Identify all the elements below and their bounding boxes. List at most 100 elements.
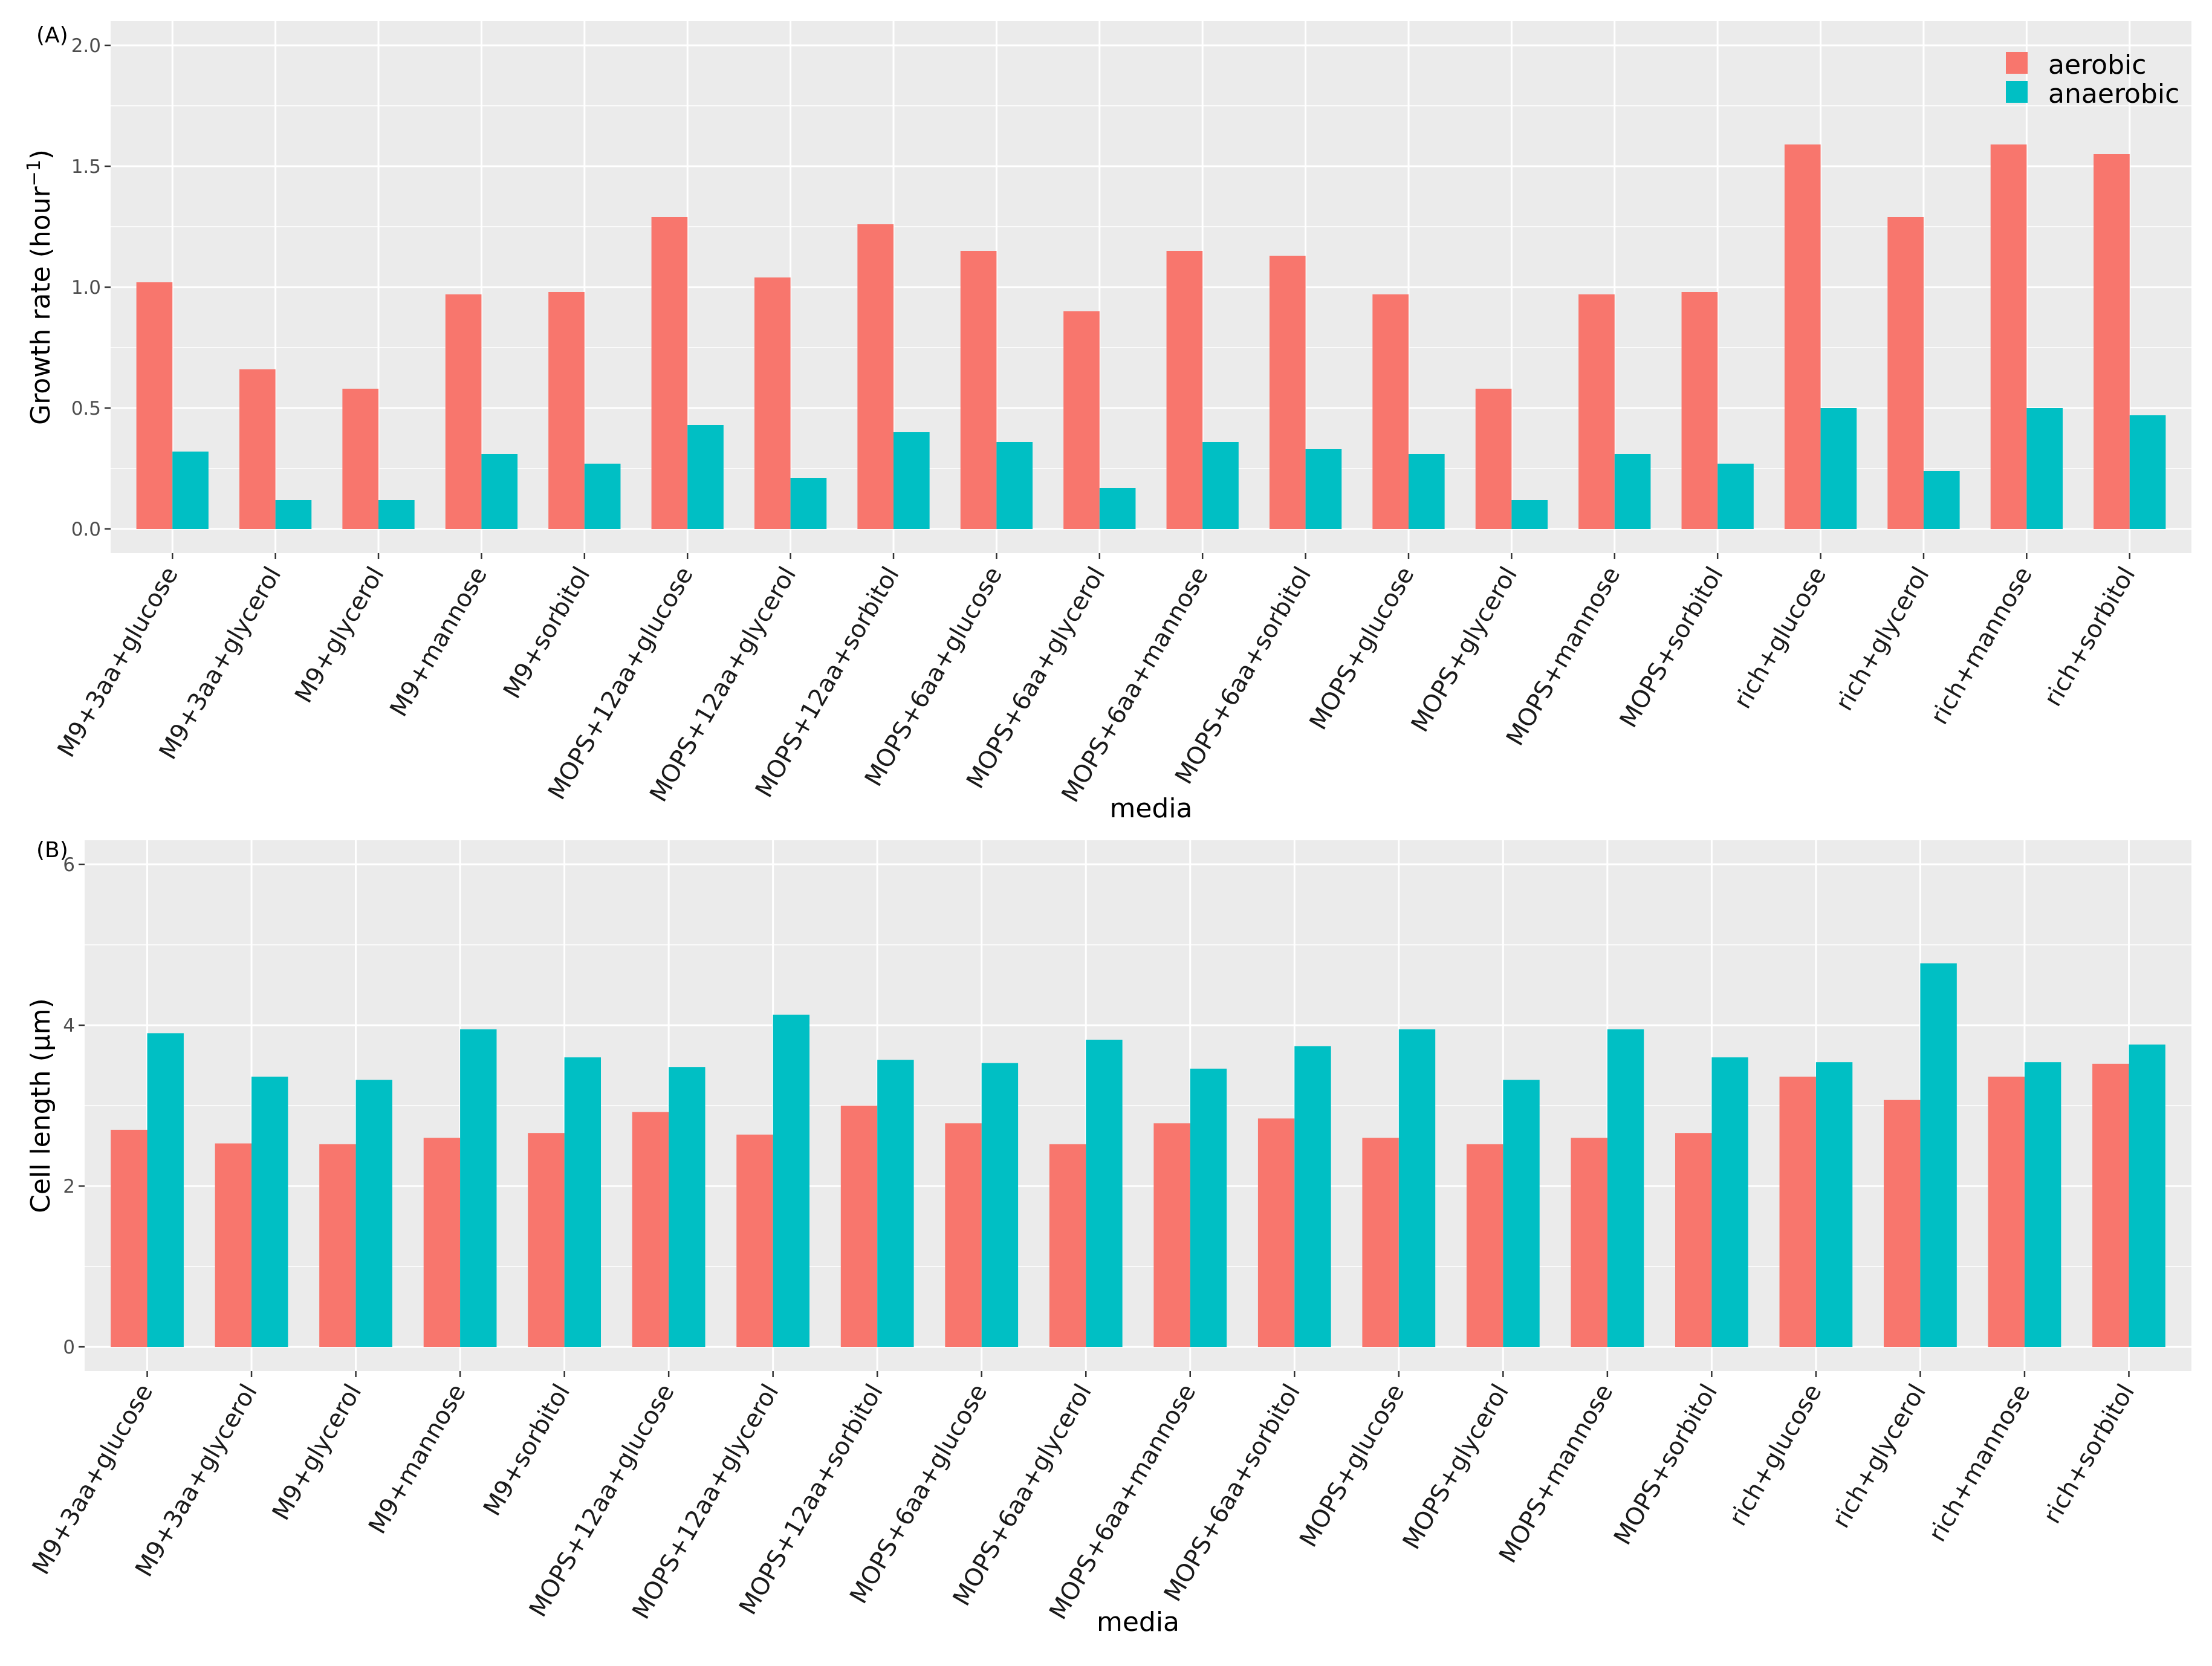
legend-label-aerobic: aerobic [2048, 50, 2146, 80]
bar-anaerobic-m9-mannose [481, 454, 518, 529]
panel-a-y-axis-title-main: Growth rate (hour [25, 186, 56, 425]
bar-aerobic-mops-12aa-sorbitol [840, 1106, 878, 1347]
bar-anaerobic-rich-glycerol [1923, 471, 1960, 529]
bar-aerobic-mops-sorbitol [1675, 1133, 1712, 1347]
bar-anaerobic-mops-12aa-sorbitol [877, 1060, 914, 1347]
x-tick-label-m9-sorbitol: M9+sorbitol [498, 562, 595, 703]
bar-anaerobic-mops-6aa-mannose [1190, 1068, 1227, 1347]
bar-aerobic-m9-glycerol [342, 389, 379, 529]
bar-anaerobic-mops-12aa-glucose [669, 1067, 705, 1347]
bar-aerobic-mops-6aa-glycerol [1049, 1144, 1086, 1347]
bar-anaerobic-rich-mannose [2024, 1062, 2061, 1347]
bar-aerobic-rich-glycerol [1887, 217, 1924, 529]
legend-key-aerobic [2006, 52, 2028, 74]
x-tick-label-m9-mannose: M9+mannose [363, 1379, 472, 1538]
x-tick-label-m9-3aa-glycerol: M9+3aa+glycerol [130, 1379, 263, 1581]
bar-aerobic-rich-mannose [1990, 144, 2027, 529]
bar-anaerobic-m9-glycerol [355, 1080, 392, 1347]
bar-aerobic-m9-sorbitol [548, 292, 585, 529]
bar-anaerobic-rich-glucose [1815, 1062, 1853, 1347]
panel-a-y-axis-title-sup: −1 [24, 160, 45, 186]
bar-anaerobic-mops-glycerol [1503, 1080, 1540, 1347]
bar-anaerobic-mops-glycerol [1511, 500, 1548, 529]
x-tick-label-rich-glucose: rich+glucose [1724, 1379, 1828, 1531]
bar-anaerobic-m9-mannose [460, 1029, 497, 1347]
bar-anaerobic-mops-sorbitol [1717, 464, 1754, 529]
bar-aerobic-m9-3aa-glucose [111, 1129, 148, 1347]
panel-a-y-axis-title: Growth rate (hour−1) [24, 149, 56, 425]
bar-anaerobic-mops-6aa-sorbitol [1305, 449, 1342, 529]
bar-anaerobic-rich-glucose [1820, 408, 1857, 529]
legend-key-anaerobic [2006, 81, 2028, 103]
bar-aerobic-mops-6aa-mannose [1166, 251, 1203, 529]
y-tick-label: 0 [63, 1337, 75, 1358]
bar-anaerobic-m9-sorbitol [564, 1057, 601, 1347]
bar-aerobic-mops-6aa-glucose [960, 251, 997, 529]
bar-anaerobic-mops-12aa-glycerol [790, 478, 827, 529]
bar-aerobic-mops-12aa-sorbitol [857, 224, 894, 529]
bar-anaerobic-m9-3aa-glucose [172, 452, 209, 529]
x-tick-label-mops-glycerol: MOPS+glycerol [1398, 1379, 1514, 1554]
bar-aerobic-mops-12aa-glucose [651, 217, 688, 529]
bar-aerobic-mops-6aa-sorbitol [1269, 256, 1306, 529]
bar-aerobic-mops-12aa-glycerol [754, 277, 791, 529]
bar-aerobic-mops-glycerol [1475, 389, 1512, 529]
panel-b-tag: (B) [36, 838, 68, 863]
bar-anaerobic-mops-glucose [1398, 1029, 1436, 1347]
bar-anaerobic-m9-sorbitol [584, 464, 621, 529]
bar-anaerobic-mops-6aa-glycerol [1086, 1039, 1123, 1347]
bar-aerobic-m9-3aa-glucose [136, 282, 173, 529]
x-tick-label-m9-glycerol: M9+glycerol [267, 1379, 368, 1525]
bar-anaerobic-mops-mannose [1607, 1029, 1644, 1347]
bar-anaerobic-mops-6aa-glycerol [1099, 488, 1136, 529]
x-tick-label-mops-glucose: MOPS+glucose [1304, 562, 1419, 734]
bar-aerobic-rich-sorbitol [2092, 1063, 2129, 1347]
x-tick-label-m9-3aa-glucose: M9+3aa+glucose [27, 1379, 158, 1580]
bar-anaerobic-mops-12aa-glucose [687, 425, 724, 529]
y-tick-label: 1.0 [71, 277, 101, 299]
bar-aerobic-mops-glucose [1372, 294, 1409, 529]
x-tick-label-rich-glycerol: rich+glycerol [1831, 562, 1935, 716]
bar-aerobic-m9-mannose [445, 294, 482, 529]
x-tick-label-rich-glucose: rich+glucose [1728, 562, 1832, 713]
bar-anaerobic-rich-sorbitol [2129, 1044, 2165, 1347]
bar-anaerobic-mops-12aa-sorbitol [894, 432, 930, 529]
x-tick-label-m9-sorbitol: M9+sorbitol [478, 1379, 576, 1520]
bar-aerobic-mops-glucose [1362, 1138, 1399, 1347]
bar-anaerobic-mops-12aa-glycerol [773, 1014, 810, 1347]
y-tick-label: 0.5 [71, 398, 101, 420]
bar-anaerobic-rich-mannose [2026, 408, 2063, 529]
bar-aerobic-mops-6aa-glucose [945, 1123, 982, 1347]
y-tick-label: 1.5 [71, 156, 101, 178]
bar-anaerobic-mops-6aa-glucose [981, 1063, 1019, 1347]
bar-aerobic-mops-6aa-glycerol [1063, 311, 1100, 529]
bar-aerobic-rich-glucose [1779, 1077, 1816, 1347]
x-tick-label-mops-mannose: MOPS+mannose [1501, 562, 1626, 750]
bar-aerobic-m9-3aa-glycerol [215, 1143, 252, 1347]
bar-anaerobic-mops-mannose [1614, 454, 1651, 529]
y-tick-label: 6 [63, 854, 75, 876]
bar-aerobic-m9-sorbitol [528, 1133, 565, 1347]
bar-aerobic-mops-6aa-mannose [1153, 1123, 1190, 1347]
bar-aerobic-rich-sorbitol [2094, 154, 2130, 529]
bar-anaerobic-mops-sorbitol [1711, 1057, 1748, 1347]
panel-b-y-axis-title: Cell length (μm) [25, 998, 56, 1213]
panel-a-x-axis-title: media [1109, 793, 1192, 824]
x-tick-label-rich-glycerol: rich+glycerol [1827, 1379, 1931, 1533]
bar-aerobic-m9-mannose [423, 1138, 461, 1347]
x-tick-label-rich-sorbitol: rich+sorbitol [2038, 1379, 2140, 1528]
x-tick-label-mops-glucose: MOPS+glucose [1294, 1379, 1410, 1552]
bar-aerobic-m9-glycerol [319, 1144, 356, 1347]
y-tick-label: 4 [63, 1015, 75, 1037]
bar-aerobic-mops-mannose [1571, 1138, 1607, 1347]
panel-a: 0.0 0.5 1.0 1.5 2.0 M9+3aa+glucoseM9+3aa+gly… [24, 21, 2191, 824]
panel-b-y-ticks: 0 2 4 6 [63, 854, 85, 1358]
bar-anaerobic-rich-glycerol [1920, 963, 1957, 1347]
bar-aerobic-mops-6aa-sorbitol [1257, 1118, 1295, 1347]
panel-a-tag: (A) [36, 23, 68, 48]
bar-anaerobic-mops-6aa-mannose [1202, 442, 1239, 529]
bar-aerobic-mops-mannose [1578, 294, 1615, 529]
